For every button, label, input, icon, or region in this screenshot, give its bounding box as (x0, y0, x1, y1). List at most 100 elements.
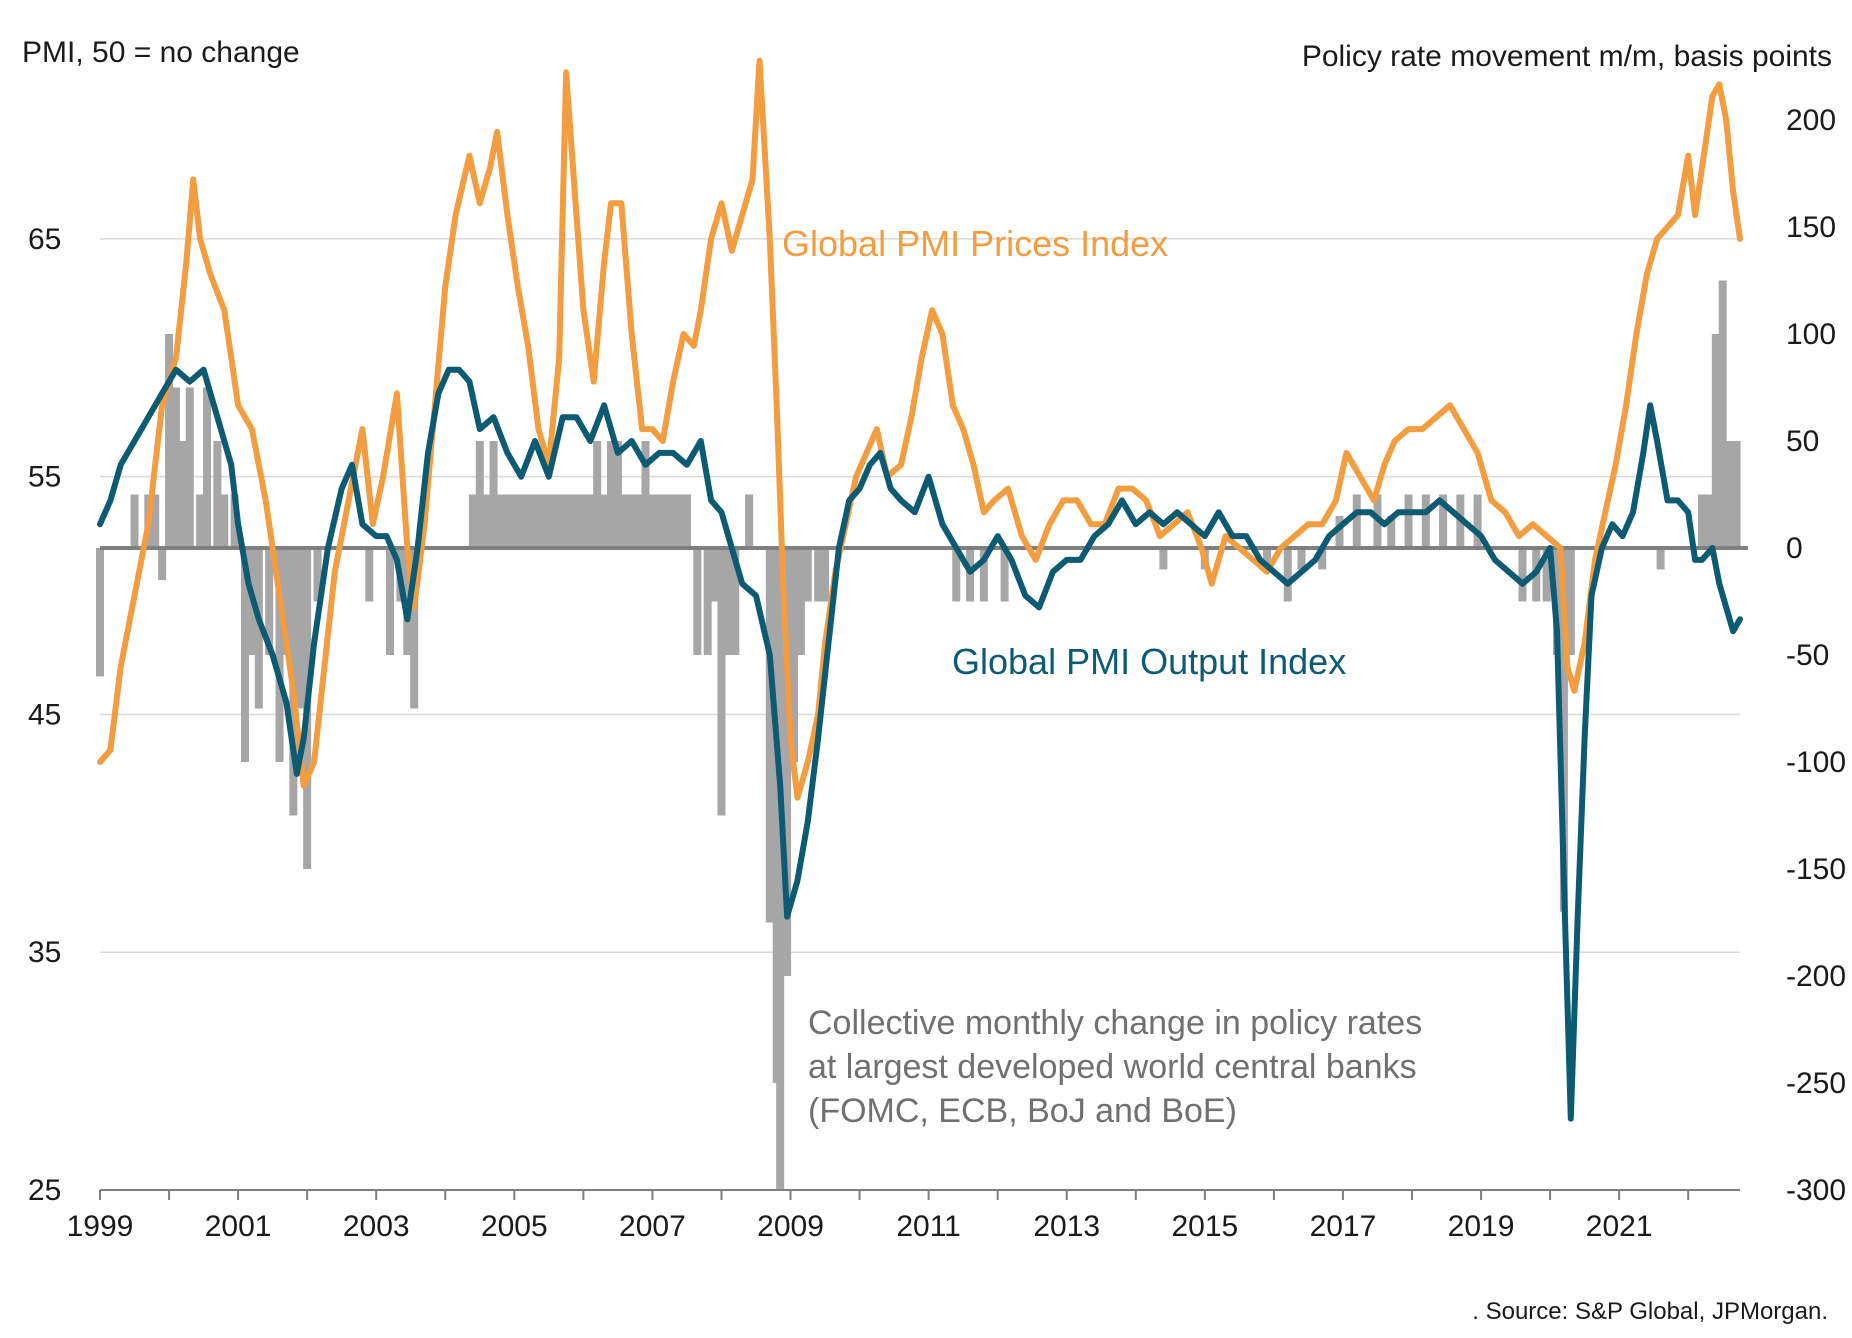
right-tick--250: -250 (1786, 1067, 1846, 1100)
source-note: . Source: S&P Global, JPMorgan. (1472, 1298, 1828, 1325)
policy-rate-bar-94 (1439, 494, 1448, 548)
policy-rate-bar-42 (551, 494, 560, 548)
policy-rate-bar-104 (1698, 494, 1707, 548)
policy-rate-bar-108 (1725, 441, 1734, 548)
right-tick-100: 100 (1786, 318, 1836, 351)
policy-rate-bar-63 (703, 548, 712, 655)
policy-rate-bar-97 (1518, 548, 1527, 602)
left-tick-35: 35 (28, 936, 61, 969)
policy-rate-bar-88 (1335, 515, 1344, 548)
policy-rate-bar-73 (789, 548, 798, 762)
bars-series-label: Collective monthly change in policy rate… (808, 1004, 1422, 1130)
policy-rate-bar-62 (693, 548, 702, 655)
policy-rate-bar-2 (130, 494, 139, 548)
policy-rate-bar-37 (517, 494, 526, 548)
left-tick-25: 25 (28, 1174, 61, 1207)
policy-rate-bar-8 (178, 441, 187, 548)
right-tick--50: -50 (1786, 639, 1829, 672)
policy-rate-bar-46 (579, 494, 588, 548)
policy-rate-bar-38 (524, 494, 533, 548)
bars-label-line-2: (FOMC, ECB, BoJ and BoE) (808, 1092, 1237, 1130)
policy-rate-bar-87 (1318, 548, 1327, 570)
policy-rate-bar-77 (821, 548, 830, 602)
policy-rate-bar-58 (662, 494, 671, 548)
policy-rate-bar-102 (1566, 548, 1575, 655)
policy-rate-bar-84 (1262, 548, 1271, 570)
policy-rate-bar-30 (468, 494, 477, 548)
policy-rate-bar-85 (1283, 548, 1292, 602)
right-axis-title: Policy rate movement m/m, basis points (1301, 40, 1832, 73)
bars-label-line-1: at largest developed world central banks (808, 1048, 1417, 1086)
output-index-line (97, 366, 1743, 1122)
x-tick-label-2007: 2007 (619, 1210, 686, 1243)
gridlines (100, 238, 1740, 953)
policy-rate-bar-99 (1542, 548, 1551, 602)
policy-rate-bar-44 (565, 494, 574, 548)
policy-rate-bar-50 (606, 441, 615, 548)
policy-rate-bar-106 (1711, 334, 1720, 548)
policy-rate-bar-66 (724, 548, 733, 655)
policy-rate-bar-105 (1704, 494, 1713, 548)
x-tick-label-2005: 2005 (481, 1210, 548, 1243)
policy-rate-bar-65 (717, 548, 726, 816)
left-tick-45: 45 (28, 698, 61, 731)
policy-rate-bar-25 (365, 548, 374, 602)
policy-rate-bar-47 (586, 494, 595, 548)
policy-rate-bar-14 (230, 494, 239, 548)
policy-rate-bar-7 (171, 387, 180, 548)
policy-rate-bar-17 (254, 548, 263, 709)
policy-rate-bar-13 (220, 494, 229, 548)
right-tick-50: 50 (1786, 425, 1819, 458)
x-tick-label-2013: 2013 (1033, 1210, 1100, 1243)
prices-index-line (97, 57, 1743, 801)
policy-rate-bar-89 (1352, 494, 1361, 548)
policy-rate-bar-40 (537, 494, 546, 548)
policy-rate-bar-93 (1421, 494, 1430, 548)
policy-rate-bar-35 (503, 494, 512, 548)
policy-rate-bar-53 (627, 494, 636, 548)
policy-rate-bar-51 (613, 441, 622, 548)
right-tick--100: -100 (1786, 746, 1846, 779)
policy-rate-bar-49 (600, 494, 609, 548)
policy-rate-bar-81 (1000, 548, 1009, 602)
policy-rate-bar-103 (1656, 548, 1665, 570)
policy-rate-bar-91 (1387, 515, 1396, 548)
left-tick-65: 65 (28, 223, 61, 256)
right-tick--150: -150 (1786, 853, 1846, 886)
x-tick-label-2021: 2021 (1586, 1210, 1653, 1243)
policy-rate-bar-22 (296, 548, 305, 709)
right-tick-0: 0 (1786, 532, 1803, 565)
policy-rate-bar-9 (185, 387, 194, 548)
policy-rate-bar-11 (203, 387, 212, 548)
right-tick-200: 200 (1786, 104, 1836, 137)
policy-rate-bar-10 (196, 494, 205, 548)
policy-rate-bar-52 (620, 494, 629, 548)
policy-rate-bar-78 (952, 548, 961, 602)
policy-rate-bar-32 (482, 494, 491, 548)
policy-rate-bar-54 (634, 494, 643, 548)
policy-rate-bar-41 (544, 494, 553, 548)
policy-rate-bar-76 (814, 548, 823, 602)
right-tick--300: -300 (1786, 1174, 1846, 1207)
left-axis-title: PMI, 50 = no change (22, 36, 300, 69)
right-axis-ticks: 200 150 100 50 0 -50 -100 -150 -200 -250 -300 (1786, 104, 1846, 1207)
left-tick-55: 55 (28, 461, 61, 494)
policy-rate-bar-48 (593, 441, 602, 548)
x-tick-label-2019: 2019 (1448, 1210, 1515, 1243)
policy-rate-bar-107 (1718, 280, 1727, 548)
policy-rate-bar-96 (1473, 494, 1482, 548)
policy-rate-bar-6 (165, 334, 174, 548)
policy-rate-bar-92 (1404, 494, 1413, 548)
policy-rate-bar-69 (765, 548, 774, 923)
policy-rate-bar-39 (531, 494, 540, 548)
policy-rate-bar-68 (745, 494, 754, 548)
x-tick-label-2011: 2011 (896, 1210, 961, 1243)
policy-rate-bar-0 (96, 548, 104, 677)
policy-rate-bar-45 (572, 494, 581, 548)
prices-series-label: Global PMI Prices Index (782, 223, 1168, 264)
policy-rate-bar-57 (655, 494, 664, 548)
policy-rate-bar-101 (1559, 548, 1568, 912)
x-axis-ticks: 1999 2001 2003 2005 2007 2009 2011 2013 2015 2017… (67, 1190, 1690, 1243)
policy-rate-bar-34 (496, 494, 505, 548)
